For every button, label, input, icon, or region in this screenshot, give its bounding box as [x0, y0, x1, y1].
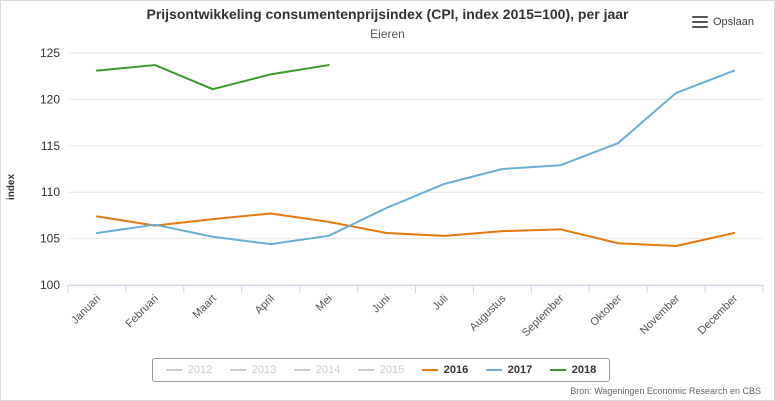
legend-label: 2018: [571, 364, 597, 376]
export-menu-button[interactable]: Opslaan: [692, 13, 754, 31]
hamburger-icon: [692, 16, 708, 28]
legend-item-2014[interactable]: 2014: [293, 364, 341, 376]
data-point-2017: [212, 236, 214, 238]
series-line-2018: [95, 64, 330, 91]
data-point-2017: [617, 142, 619, 144]
data-point-2017: [733, 70, 735, 72]
data-point-2017: [328, 235, 330, 237]
data-point-2016: [559, 228, 561, 230]
data-point-2017: [96, 232, 98, 234]
data-point-2016: [270, 213, 272, 215]
legend-item-2012[interactable]: 2012: [165, 364, 213, 376]
data-point-2017: [443, 183, 445, 185]
data-point-2017: [559, 164, 561, 166]
data-point-2018: [212, 88, 214, 90]
data-point-2016: [443, 235, 445, 237]
legend-item-2018[interactable]: 2018: [549, 364, 597, 376]
data-point-2018: [154, 64, 156, 66]
x-tick-label: April: [253, 293, 277, 317]
x-tick-label: Mei: [314, 293, 335, 314]
chart-title: Prijsontwikkeling consumentenprijsindex …: [146, 6, 629, 22]
export-label: Opslaan: [713, 16, 754, 28]
data-point-2016: [386, 232, 388, 234]
legend-label: 2014: [315, 364, 341, 376]
legend-swatch: [485, 369, 502, 371]
y-tick-label: 115: [41, 139, 60, 153]
data-point-2016: [675, 245, 677, 247]
data-point-2017: [675, 92, 677, 94]
legend-label: 2012: [187, 364, 213, 376]
y-axis-title: index: [6, 174, 17, 201]
legend-swatch: [229, 369, 246, 371]
x-tick-label: November: [638, 292, 683, 337]
series-line-2017: [95, 69, 736, 246]
legend-label: 2015: [379, 364, 405, 376]
x-tick-label: December: [696, 292, 741, 337]
legend-item-2015[interactable]: 2015: [357, 364, 405, 376]
legend-label: 2017: [507, 364, 533, 376]
legend-swatch: [421, 369, 438, 371]
data-point-2016: [617, 242, 619, 244]
x-tick-label: Januari: [69, 293, 103, 327]
y-tick-label: 110: [41, 185, 60, 199]
legend: 2012 2013 2014 2015 2016 2017 2018: [152, 358, 610, 382]
data-point-2017: [270, 243, 272, 245]
y-tick-label: 100: [40, 278, 60, 292]
legend-item-2017[interactable]: 2017: [485, 364, 533, 376]
x-tick-label: Juni: [370, 293, 393, 316]
y-tick-label: 105: [40, 232, 60, 246]
legend-label: 2016: [443, 364, 469, 376]
data-point-2016: [733, 232, 735, 234]
y-tick-label: 125: [40, 46, 60, 60]
x-tick-label: Februari: [124, 293, 161, 330]
data-point-2017: [154, 224, 156, 226]
data-point-2017: [501, 168, 503, 170]
data-point-2017: [386, 207, 388, 209]
legend-swatch: [357, 369, 374, 371]
data-point-2016: [501, 230, 503, 232]
legend-item-2016[interactable]: 2016: [421, 364, 469, 376]
legend-swatch: [165, 369, 182, 371]
source-note: Bron: Wageningen Economic Research en CB…: [570, 386, 761, 396]
data-point-2018: [328, 64, 330, 66]
data-point-2018: [96, 70, 98, 72]
x-tick-label: Oktober: [588, 292, 624, 328]
x-tick-label: Augustus: [468, 292, 509, 333]
x-tick-label: September: [520, 292, 567, 339]
data-point-2018: [270, 73, 272, 75]
y-tick-label: 120: [40, 92, 60, 106]
data-point-2016: [212, 218, 214, 220]
legend-swatch: [549, 369, 566, 371]
series-line-2016: [95, 212, 736, 248]
data-point-2016: [96, 215, 98, 217]
legend-item-2013[interactable]: 2013: [229, 364, 277, 376]
legend-label: 2013: [251, 364, 277, 376]
x-tick-label: Maart: [191, 293, 219, 321]
chart-subtitle: Eieren: [370, 27, 405, 41]
legend-swatch: [293, 369, 310, 371]
data-point-2016: [328, 221, 330, 223]
x-tick-label: Juli: [430, 293, 450, 313]
